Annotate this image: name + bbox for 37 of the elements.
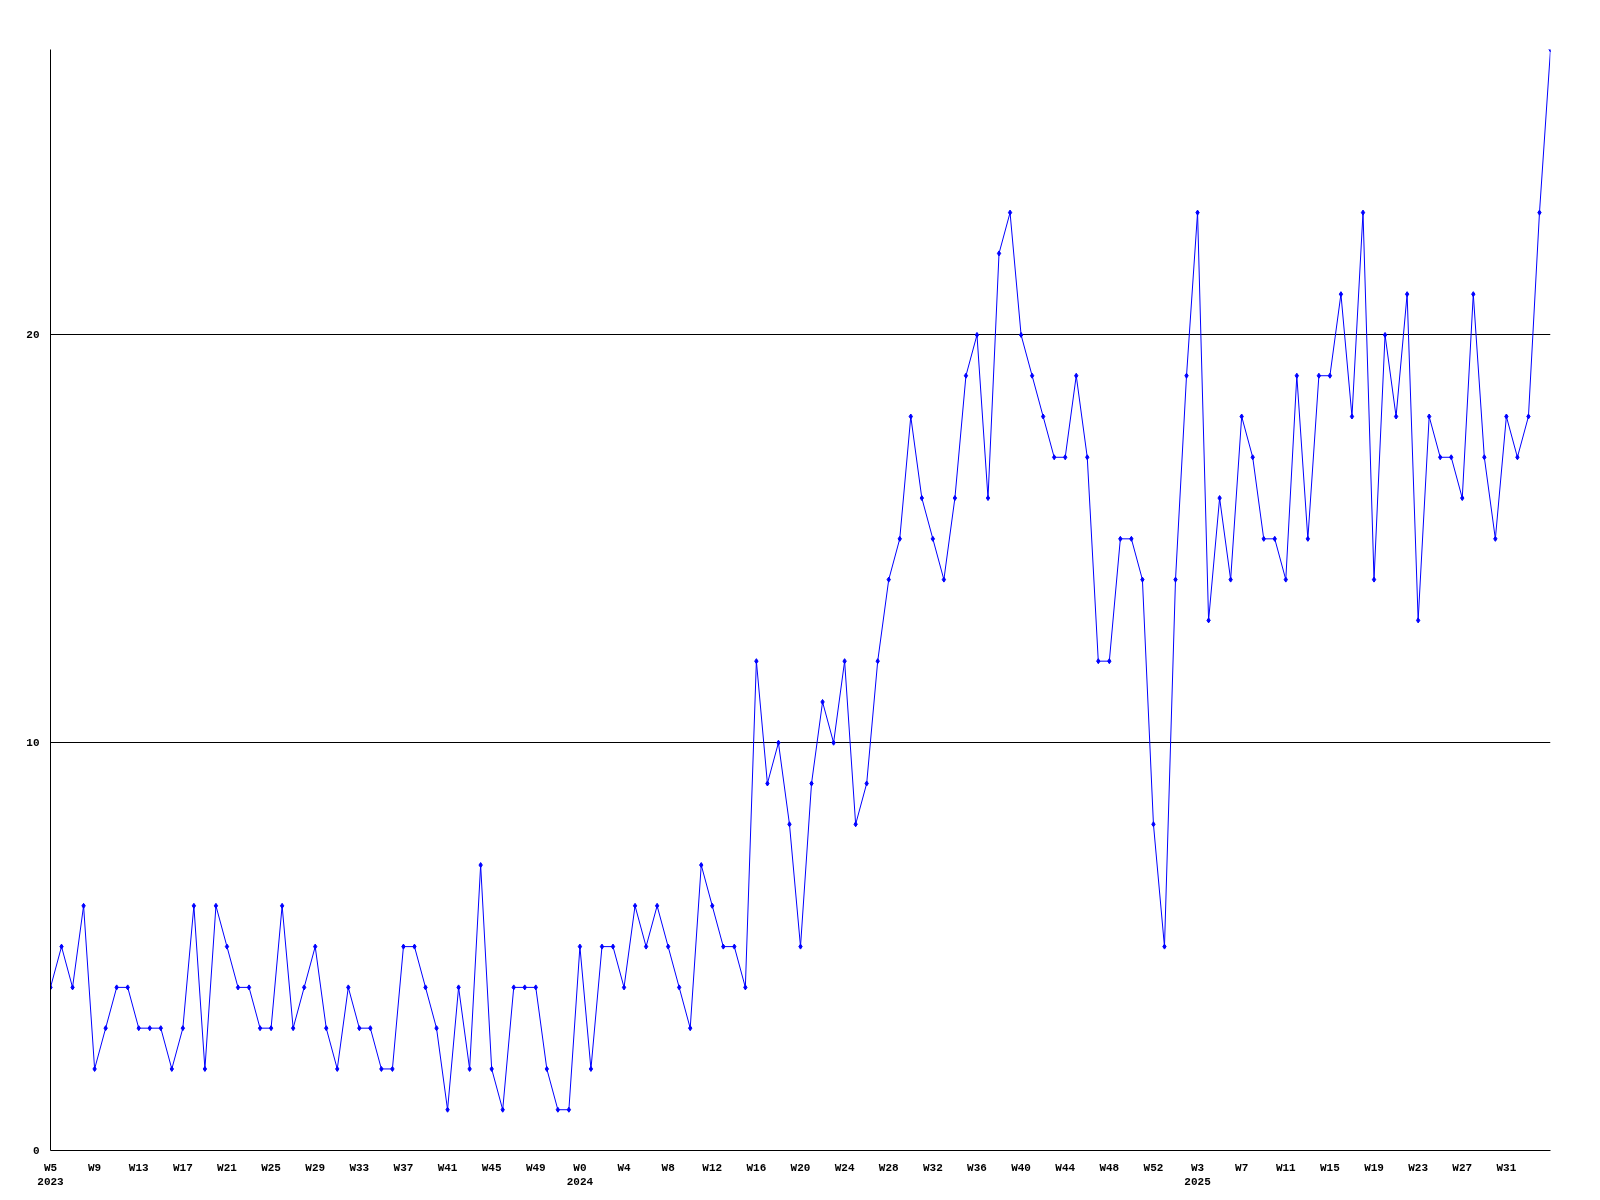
x-tick-label: W37 — [393, 1161, 414, 1174]
x-tick-label: W19 — [1364, 1161, 1384, 1174]
x-tick-label: W23 — [1408, 1161, 1429, 1174]
x-tick-label: W15 — [1320, 1161, 1341, 1174]
x-tick-label: W28 — [878, 1161, 900, 1174]
x-tick-label: W16 — [746, 1161, 767, 1174]
x-tick-label: W48 — [1099, 1161, 1120, 1174]
y-tick-label: 0 — [32, 1145, 40, 1157]
x-tick-label: W21 — [217, 1161, 238, 1174]
x-tick-label: W27 — [1452, 1161, 1473, 1174]
y-tick-label: 10 — [26, 737, 40, 750]
x-tick-label: W8 — [661, 1161, 676, 1174]
x-tick-label: W40 — [1011, 1161, 1031, 1174]
x-tick-label: W36 — [967, 1161, 987, 1174]
x-tick-label: W17 — [172, 1161, 193, 1174]
x-tick-label: W33 — [349, 1161, 370, 1174]
x-tick-label: W45 — [481, 1161, 502, 1174]
x-tick-label: W32 — [922, 1161, 943, 1174]
x-tick-label: W29 — [305, 1161, 326, 1174]
x-tick-label: W4 — [617, 1161, 632, 1174]
x-tick-label: W31 — [1496, 1161, 1517, 1174]
x-tick-label: W25 — [261, 1161, 282, 1174]
x-tick-label: W3 2025 — [1184, 1161, 1212, 1188]
x-tick-label: W20 — [790, 1161, 811, 1174]
x-tick-label: W12 — [702, 1161, 723, 1174]
x-tick-label: W11 — [1275, 1161, 1297, 1174]
x-tick-label: W24 — [834, 1161, 855, 1174]
x-tick-label: W0 2024 — [566, 1161, 594, 1188]
x-tick-label: W5 2023 — [37, 1161, 65, 1188]
x-tick-label: W49 — [525, 1161, 546, 1174]
x-tick-label: W52 — [1143, 1161, 1164, 1174]
x-tick-label: W9 — [88, 1161, 102, 1174]
x-tick-label: W7 — [1235, 1161, 1249, 1174]
x-tick-label: W13 — [128, 1161, 150, 1174]
x-tick-label: W41 — [437, 1161, 458, 1174]
x-tick-label: W44 — [1055, 1161, 1076, 1174]
y-tick-label: 20 — [26, 329, 40, 342]
